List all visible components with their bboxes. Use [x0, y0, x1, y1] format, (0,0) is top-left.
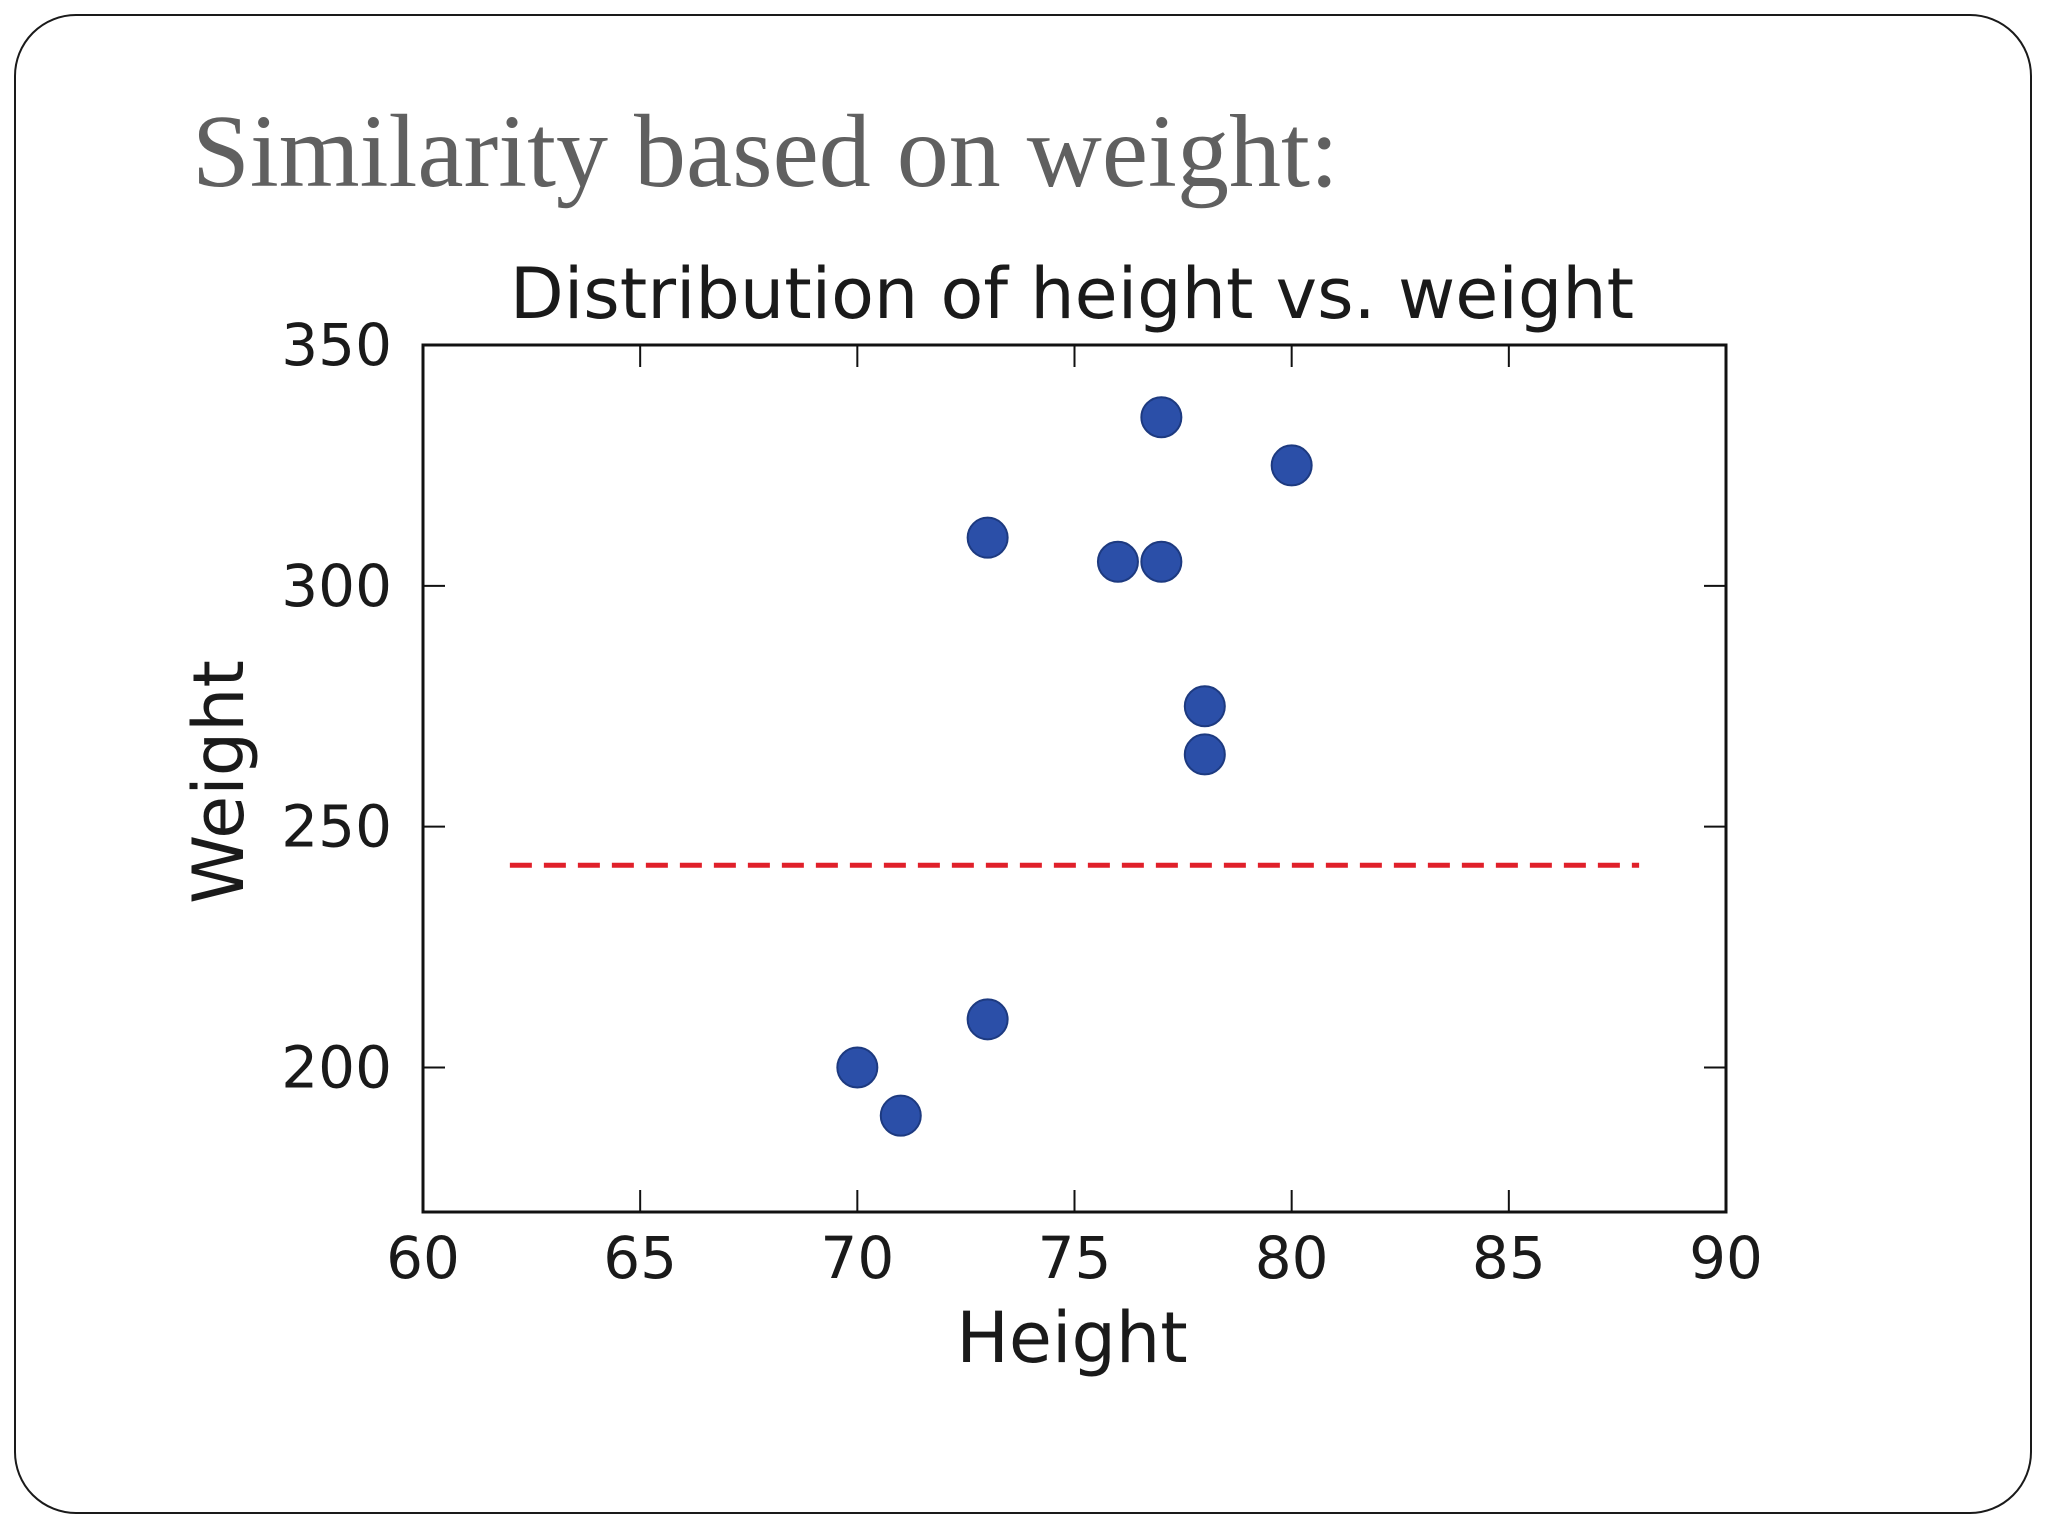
data-point	[966, 998, 1009, 1041]
y-tick-label: 250	[281, 793, 392, 861]
data-point	[1140, 396, 1183, 439]
y-tick-label: 350	[281, 311, 392, 379]
data-point	[879, 1094, 922, 1137]
chart-title: Distribution of height vs. weight	[510, 253, 1634, 335]
x-tick-label: 90	[1689, 1224, 1763, 1292]
y-axis-label: Weight	[178, 660, 260, 904]
data-point	[966, 516, 1009, 559]
x-tick-label: 60	[386, 1224, 460, 1292]
x-tick-label: 80	[1255, 1224, 1329, 1292]
data-point	[1270, 444, 1313, 487]
slide-title: Similarity based on weight:	[192, 94, 1339, 209]
plot-frame	[421, 343, 1728, 1214]
slide: Similarity based on weight:	[14, 14, 2032, 1514]
x-tick-label: 70	[820, 1224, 894, 1292]
x-tick-label: 65	[603, 1224, 677, 1292]
y-tick-label: 200	[281, 1034, 392, 1102]
x-tick-label: 85	[1472, 1224, 1546, 1292]
data-point	[1140, 540, 1183, 583]
data-point	[1183, 733, 1226, 776]
y-tick-label: 300	[281, 552, 392, 620]
data-point	[1096, 540, 1139, 583]
x-tick-label: 75	[1038, 1224, 1112, 1292]
data-point	[836, 1046, 879, 1089]
data-point	[1183, 685, 1226, 728]
x-axis-label: Height	[956, 1297, 1187, 1379]
plot-area: 60 65 70 75 80 85 90 200 250 300 350	[281, 311, 1763, 1292]
